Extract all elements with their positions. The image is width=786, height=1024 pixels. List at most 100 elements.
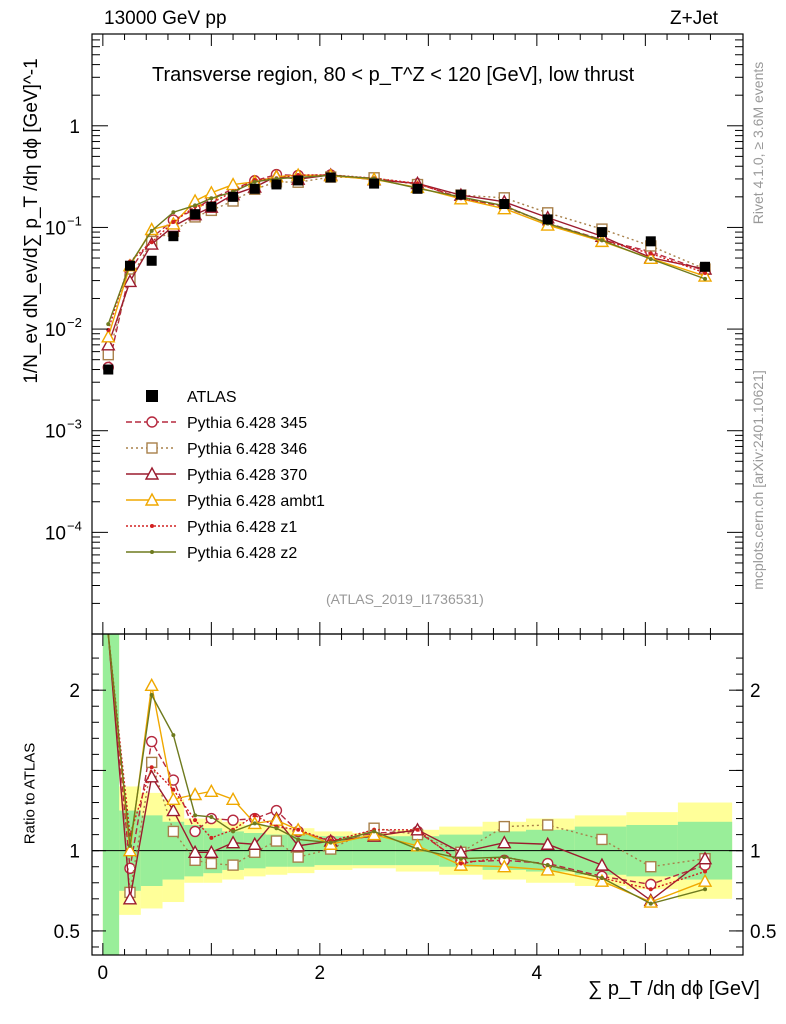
series-2-ratio-point-6	[225, 835, 241, 849]
series-1-ratio-point-14	[498, 820, 510, 833]
series-4-point-3	[171, 219, 176, 224]
series-4-point-2	[149, 240, 154, 245]
legend-label-atlas: ATLAS	[187, 389, 237, 406]
series-3-ratio-point-11	[366, 827, 382, 841]
series-2-ratio-point-18	[697, 851, 713, 865]
atlas-point-9	[293, 175, 304, 186]
series-1-ratio-point-6	[227, 859, 239, 871]
series-4-ratio-point-17	[648, 887, 653, 892]
atlas-point-7	[249, 183, 260, 194]
series-0-ratio-point-6	[227, 814, 239, 826]
y-tick-label-0: 1	[69, 117, 80, 138]
series-3-ratio-point-3	[166, 791, 181, 806]
series-5-ratio-point-9	[296, 837, 301, 842]
atlas-point-4	[190, 209, 201, 220]
series-5-ratio-point-16	[599, 875, 604, 880]
atlas-point-3	[168, 231, 179, 242]
series-2-ratio-point-1	[122, 891, 138, 905]
band-inner-0	[102, 634, 120, 955]
series-4-ratio-point-5	[209, 835, 214, 840]
series-5-point-2	[149, 228, 154, 233]
series-line-main-5	[107, 174, 706, 325]
atlas-point-0	[103, 364, 114, 375]
y-tick-label-1: 10	[45, 218, 66, 239]
series-3-ratio-point-16	[594, 873, 610, 887]
series-5-ratio-point-17	[648, 901, 653, 906]
series-3-ratio-point-1	[122, 843, 138, 857]
legend-label-0: Pythia 6.428 345	[187, 415, 307, 432]
legend-marker-4	[150, 524, 154, 528]
legend-label-2: Pythia 6.428 370	[187, 467, 307, 484]
x-axis-label: ∑ p_T /dη dϕ [GeV]	[588, 978, 760, 1000]
series-2-ratio-point-3	[166, 803, 181, 817]
y-tick-label-4: 10	[45, 523, 66, 544]
main-frame	[91, 33, 744, 635]
series-1-ratio-point-8	[270, 835, 283, 847]
series-2-point-1	[122, 274, 138, 288]
series-3-ratio-point-18	[697, 873, 713, 887]
atlas-point-2	[146, 255, 157, 266]
y-tick-label-exp-1: −1	[67, 213, 82, 228]
series-5-point-16	[599, 238, 604, 243]
y-axis-label: 1/N_ev dN_ev/d∑ p_T /dη dϕ [GeV]^-1	[21, 58, 42, 384]
legend-marker-5	[150, 550, 154, 554]
plot-title: Transverse region, 80 < p_T^Z < 120 [GeV…	[152, 64, 635, 86]
series-5-ratio-point-4	[193, 813, 198, 818]
series-3-ratio-point-2	[144, 677, 159, 692]
series-5-ratio-point-6	[231, 829, 236, 834]
x-tick-label-0: 0	[98, 963, 109, 984]
series-2-ratio-point-9	[290, 838, 306, 852]
series-5-ratio-point-11	[372, 829, 377, 834]
x-tick-label-1: 2	[315, 963, 326, 984]
series-3-ratio-point-5	[204, 783, 219, 797]
series-3-point-0	[101, 329, 116, 343]
series-5-point-7	[252, 179, 257, 184]
atlas-point-18	[700, 261, 711, 272]
series-5-ratio-point-1	[127, 843, 132, 848]
series-0-ratio-point-2	[145, 735, 158, 748]
series-1-ratio-point-16	[596, 833, 608, 846]
series-0-ratio-point-4	[189, 825, 201, 838]
ratio-tick-label-l-0: 2	[69, 681, 80, 702]
legend-marker-3	[144, 492, 160, 506]
series-1-ratio-point-5	[205, 857, 218, 870]
series-layer	[101, 167, 713, 908]
series-5-ratio-point-5	[209, 814, 214, 819]
series-line-main-4	[107, 174, 706, 331]
series-5-point-5	[209, 196, 214, 201]
atlas-point-14	[499, 199, 510, 210]
series-3-ratio-point-15	[540, 862, 555, 876]
series-4-point-18	[703, 270, 708, 275]
series-5-point-3	[171, 210, 176, 215]
ratio-tick-label-r-1: 1	[750, 842, 761, 863]
ratio-tick-label-r-0: 2	[750, 681, 761, 702]
series-5-point-0	[106, 322, 111, 327]
series-4-ratio-point-18	[703, 869, 708, 874]
series-5-ratio-point-10	[328, 840, 333, 845]
y-tick-label-exp-4: −4	[67, 518, 82, 533]
atlas-point-15	[542, 214, 553, 225]
series-5-point-17	[648, 257, 653, 262]
series-2-ratio-point-2	[144, 769, 159, 783]
legend-label-1: Pythia 6.428 346	[187, 441, 307, 458]
y-tick-label-exp-2: −2	[67, 315, 82, 330]
atlas-point-16	[596, 227, 607, 238]
series-4-ratio-point-3	[171, 787, 176, 792]
atlas-point-1	[124, 260, 135, 271]
series-3-ratio-point-14	[497, 859, 512, 873]
energy-label: 13000 GeV pp	[104, 8, 227, 29]
series-5-ratio-point-7	[252, 821, 257, 826]
series-4-ratio-point-13	[458, 861, 463, 866]
ratio-tick-label-r-2: 0.5	[750, 922, 776, 943]
series-1-point-0	[102, 348, 114, 361]
ratio-tick-label-l-1: 1	[69, 842, 80, 863]
series-5-point-18	[703, 276, 708, 281]
series-4-ratio-point-9	[296, 827, 301, 832]
series-3-ratio-point-4	[187, 787, 203, 801]
series-5-ratio-point-8	[274, 826, 279, 831]
atlas-point-6	[228, 191, 239, 202]
legend: ATLAS Pythia 6.428 345 Pythia 6.428 346 Pyt…	[126, 389, 325, 562]
series-2-point-0	[101, 337, 116, 351]
atlas-point-5	[206, 201, 217, 212]
